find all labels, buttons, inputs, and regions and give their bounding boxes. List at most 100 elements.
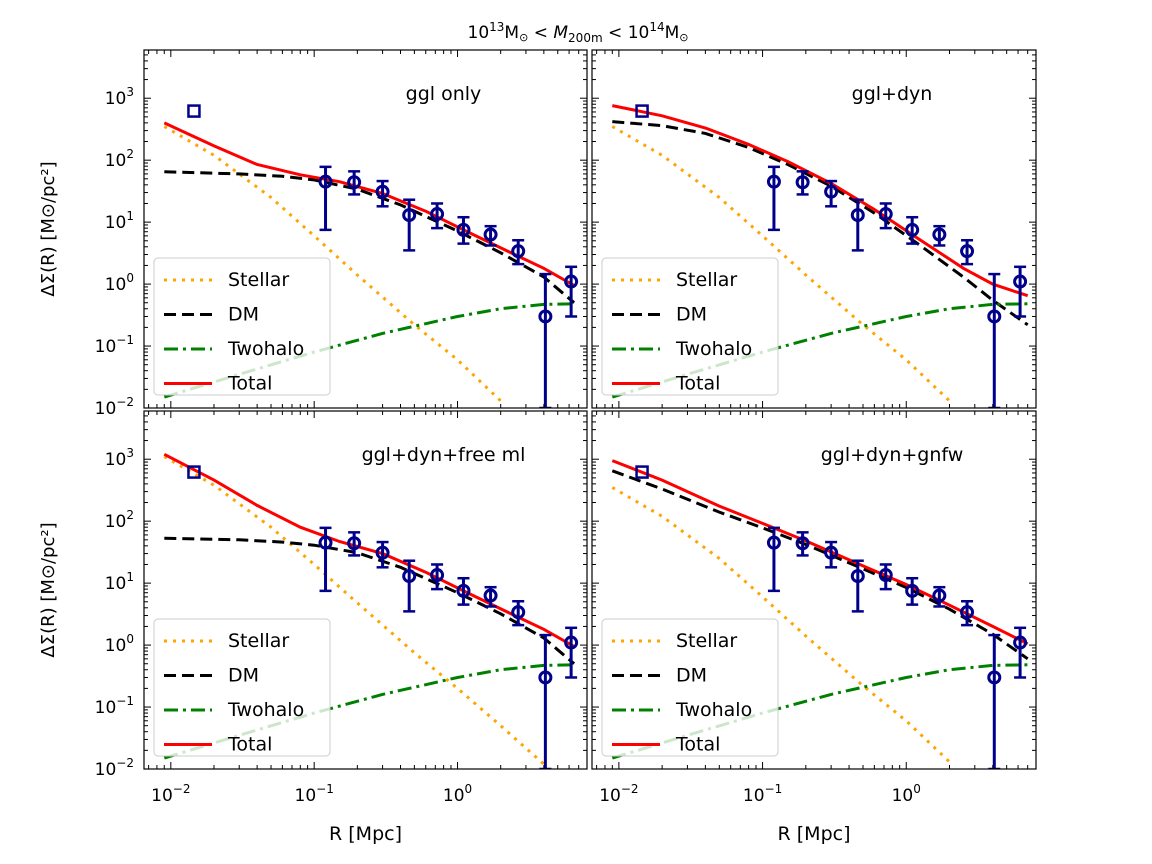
y-tick-label: 101 (105, 570, 134, 594)
y-tick-label: 103 (105, 446, 134, 470)
data-point (538, 272, 553, 408)
legend-label-total: Total (675, 373, 720, 395)
y-tick-label: 10−2 (95, 756, 134, 780)
data-marker (564, 635, 579, 650)
data-marker (795, 175, 810, 190)
y-tick-label: 10−1 (95, 333, 134, 357)
data-point (766, 165, 781, 232)
y-axis (592, 49, 1036, 409)
series-total (163, 452, 575, 648)
axes-frame (143, 410, 588, 770)
data-marker (511, 605, 526, 620)
data-marker (375, 184, 390, 199)
data-marker (905, 222, 920, 237)
data-point (932, 585, 947, 608)
x-tick-label: 10−1 (743, 782, 782, 806)
data-point (430, 563, 445, 591)
legend-label-twohalo: Twohalo (675, 338, 752, 360)
legend-label-total: Total (227, 373, 272, 395)
x-tick-label: 10−1 (295, 782, 334, 806)
legend-label-total: Total (675, 734, 720, 756)
panel-title: ggl only (406, 83, 482, 105)
data-marker (564, 274, 579, 289)
data-marker (960, 244, 975, 259)
square-marker (635, 465, 649, 479)
data-point (456, 215, 471, 245)
data-point (564, 265, 579, 318)
series-dm (612, 120, 1029, 327)
data-point (347, 170, 362, 196)
data-marker (932, 227, 947, 242)
y-tick-label: 100 (105, 271, 134, 295)
panel-title: ggl+dyn+free ml (362, 444, 526, 466)
x-axis (148, 50, 588, 408)
y-tick-label: 100 (105, 632, 134, 656)
panel-2: Stellar DM Twohalo Total ggl+dyn (591, 49, 1037, 409)
data-point (538, 633, 553, 769)
plot-area (611, 459, 1029, 769)
data-point (347, 531, 362, 557)
data-marker (456, 222, 471, 237)
panel-title: ggl+dyn+gnfw (821, 444, 964, 466)
data-marker (850, 569, 865, 584)
data-point (483, 224, 498, 247)
data-point (1013, 265, 1028, 318)
data-marker (483, 227, 498, 242)
data-point (960, 238, 975, 266)
legend: Stellar DM Twohalo Total (153, 257, 331, 396)
data-marker (878, 568, 893, 583)
data-point (987, 633, 1002, 769)
data-point (402, 198, 417, 252)
y-tick-label: 10−2 (95, 395, 134, 419)
data-marker (347, 536, 362, 551)
data-marker (878, 207, 893, 222)
data-marker (375, 545, 390, 560)
data-marker (511, 244, 526, 259)
data-point (987, 272, 1002, 408)
y-axis: 10−2 10−1 100 101 102 103 (95, 410, 587, 780)
data-point (932, 224, 947, 247)
y-tick-label: 10−1 (95, 694, 134, 718)
legend: Stellar DM Twohalo Total (601, 257, 779, 396)
plot-area (611, 104, 1029, 408)
legend-label-dm: DM (228, 665, 259, 687)
legend-label-twohalo: Twohalo (227, 338, 304, 360)
series-dm (164, 536, 576, 665)
legend-label-total: Total (227, 734, 272, 756)
y-tick-label: 102 (105, 147, 134, 171)
y-axis-label: ΔΣ(R) [M⊙/pc²] (38, 161, 59, 296)
legend-label-stellar: Stellar (676, 630, 737, 652)
data-point (318, 526, 333, 593)
data-point (456, 576, 471, 606)
data-point (483, 585, 498, 608)
legend-label-dm: DM (676, 304, 707, 326)
data-marker (905, 583, 920, 598)
legend-box (601, 257, 779, 396)
square-marker (635, 104, 649, 118)
data-marker (850, 208, 865, 223)
x-axis-label: R [Mpc] (778, 823, 851, 845)
data-marker (766, 535, 781, 550)
panel-1: Stellar DM Twohalo Total ggl only 10−2 10−1 100… (38, 49, 588, 419)
data-point (850, 198, 865, 252)
legend: Stellar DM Twohalo Total (153, 618, 331, 757)
data-point (564, 626, 579, 679)
data-point (824, 179, 839, 208)
y-tick-label: 102 (105, 508, 134, 532)
data-marker (483, 588, 498, 603)
legend-box (601, 618, 779, 757)
data-marker (795, 536, 810, 551)
y-tick-label: 101 (105, 209, 134, 233)
legend-label-twohalo: Twohalo (675, 699, 752, 721)
data-point (375, 179, 390, 208)
legend: Stellar DM Twohalo Total (601, 618, 779, 757)
x-axis-label: R [Mpc] (329, 823, 402, 845)
data-point (511, 599, 526, 627)
data-marker (318, 535, 333, 550)
legend-box (153, 618, 331, 757)
data-marker (318, 174, 333, 189)
data-marker (987, 670, 1002, 685)
axes-frame (143, 49, 588, 409)
